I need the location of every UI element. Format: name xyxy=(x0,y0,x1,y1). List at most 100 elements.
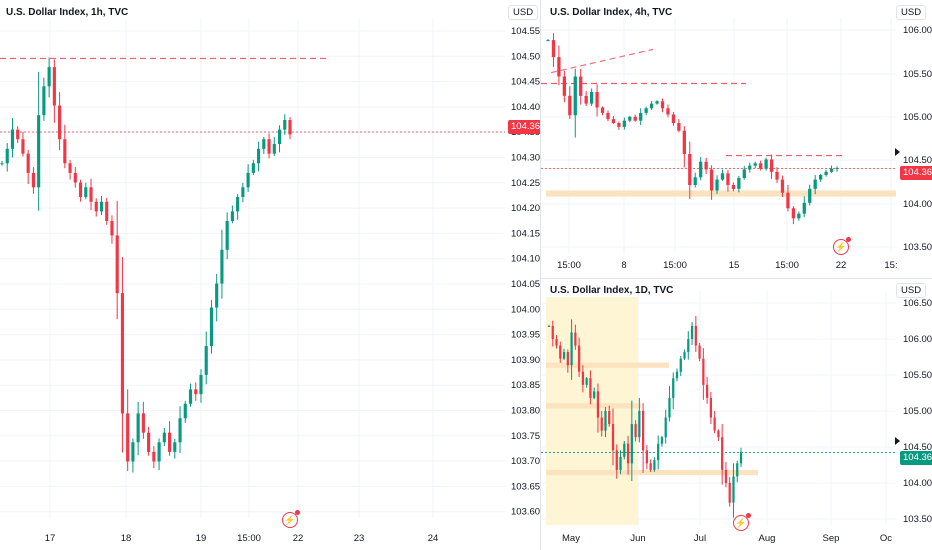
y-tick-label: 104.150 xyxy=(511,228,540,239)
chart-canvas-1d[interactable]: 106.500 106.000 105.500 105.000 104.500 104.0… xyxy=(541,279,932,550)
candle-body xyxy=(683,352,686,359)
lightning-icon[interactable]: ⚡ xyxy=(833,237,851,255)
candle-body xyxy=(724,469,728,483)
candle-body xyxy=(600,417,603,431)
y-tick-label: 104.550 xyxy=(511,26,540,37)
candle-body xyxy=(52,67,56,106)
y-tick-label: 104.000 xyxy=(903,478,932,489)
y-tick-label: 104.300 xyxy=(511,153,540,164)
y-tick-label: 106.000 xyxy=(903,25,932,36)
x-tick-label: 15:00 xyxy=(775,260,799,271)
candle-body xyxy=(26,153,30,173)
candle-body xyxy=(566,352,569,366)
candle-body xyxy=(698,345,701,359)
candle-body xyxy=(209,307,214,347)
candle-body xyxy=(668,397,671,418)
candle-body xyxy=(10,129,15,149)
candle-body xyxy=(617,123,621,127)
currency-button[interactable]: USD xyxy=(896,5,927,20)
candle-body xyxy=(644,108,648,113)
candle-body xyxy=(0,163,4,165)
candle-body xyxy=(555,339,558,346)
candle-body xyxy=(709,397,713,418)
candle-body xyxy=(775,171,779,180)
candle-body xyxy=(694,325,697,346)
currency-button[interactable]: USD xyxy=(508,5,539,20)
candle-body xyxy=(551,40,556,58)
candle-body xyxy=(709,169,714,191)
x-tick-label: Oc xyxy=(880,533,892,544)
candle-body xyxy=(241,187,245,197)
candle-body xyxy=(230,211,234,221)
candle-body xyxy=(713,417,716,431)
x-tick-label: 18 xyxy=(121,533,132,544)
y-tick-label: 104.500 xyxy=(903,442,932,453)
currency-button[interactable]: USD xyxy=(896,283,927,298)
candle-body xyxy=(797,213,801,219)
candle-body xyxy=(167,432,172,452)
candle-body xyxy=(47,67,51,87)
candle-body xyxy=(677,123,681,131)
lightning-icon[interactable]: ⚡ xyxy=(282,510,300,528)
chart-canvas-4h[interactable]: 106.000 105.500 105.000 104.500 104.000 103.5… xyxy=(541,0,932,278)
candle-body xyxy=(215,283,219,308)
candle-body xyxy=(728,483,731,503)
x-tick-label: 22 xyxy=(293,533,304,544)
chart-title: U.S. Dollar Index, 1D, TVC xyxy=(550,285,674,296)
y-tick-label: 104.000 xyxy=(903,199,932,210)
candle-body xyxy=(622,120,626,127)
y-tick-label: 103.850 xyxy=(511,380,540,391)
candle-body xyxy=(736,463,739,477)
candle-body xyxy=(21,139,25,154)
price-arrow-icon xyxy=(895,148,900,156)
support-zone xyxy=(546,469,758,476)
candle-body xyxy=(581,371,585,385)
y-tick-label: 106.500 xyxy=(903,298,932,309)
trend-line xyxy=(550,48,654,74)
chart-pane-4h[interactable]: 106.000 105.500 105.000 104.500 104.000 103.5… xyxy=(541,0,932,278)
candle-body xyxy=(162,432,166,443)
candle-body xyxy=(589,378,592,398)
candle-body xyxy=(570,332,573,366)
candle-body xyxy=(37,115,41,188)
chart-canvas-1h[interactable]: 104.550104.500104.450104.400104.350104.3… xyxy=(0,0,540,550)
candle-body xyxy=(596,391,600,418)
candle-body xyxy=(623,443,626,457)
candle-body xyxy=(753,163,757,166)
candle-body xyxy=(824,171,828,175)
candle-body xyxy=(595,92,599,108)
chart-title: U.S. Dollar Index, 1h, TVC xyxy=(6,7,129,18)
candle-body xyxy=(780,179,785,193)
x-tick-label: Aug xyxy=(759,533,776,544)
candle-body xyxy=(638,411,641,438)
candle-body xyxy=(705,384,709,398)
y-tick-label: 103.500 xyxy=(903,514,932,525)
candle-body xyxy=(672,378,675,398)
candle-body xyxy=(600,107,605,113)
candle-body xyxy=(649,463,652,470)
y-tick-label: 104.000 xyxy=(511,304,540,315)
y-tick-label: 103.600 xyxy=(511,507,540,518)
candle-body xyxy=(251,163,255,173)
candle-body xyxy=(634,424,637,438)
candle-body xyxy=(687,339,690,353)
y-tick-label: 105.000 xyxy=(903,406,932,417)
candle-body xyxy=(225,220,229,250)
candle-body xyxy=(557,57,561,77)
pane-divider[interactable] xyxy=(540,0,541,550)
candle-body xyxy=(199,374,203,395)
x-tick-label: Sep xyxy=(823,533,840,544)
chart-pane-1h[interactable]: 104.550104.500104.450104.400104.350104.3… xyxy=(0,0,540,550)
candle-body xyxy=(808,188,812,203)
candle-body xyxy=(562,76,566,96)
y-tick-label: 103.800 xyxy=(511,406,540,417)
candle-body xyxy=(559,345,562,359)
candle-body xyxy=(802,202,806,214)
chart-pane-1d[interactable]: 106.500 106.000 105.500 105.000 104.500 104.0… xyxy=(541,279,932,550)
candle-body xyxy=(262,139,266,149)
lightning-icon[interactable]: ⚡ xyxy=(733,513,751,531)
y-tick-label: 104.250 xyxy=(511,178,540,189)
candle-body xyxy=(702,358,705,385)
x-tick-label: 22 xyxy=(836,260,847,271)
pane-divider[interactable] xyxy=(541,278,932,279)
